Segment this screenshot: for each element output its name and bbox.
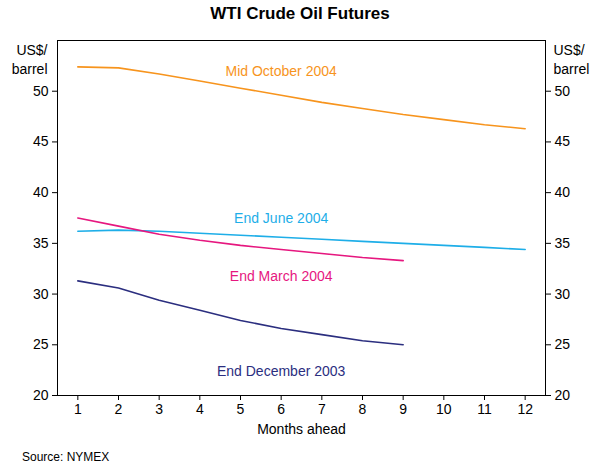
svg-text:45: 45 (33, 133, 49, 149)
svg-text:10: 10 (436, 401, 452, 417)
svg-text:25: 25 (555, 336, 571, 352)
svg-text:Mid October 2004: Mid October 2004 (226, 63, 337, 79)
svg-text:1: 1 (74, 401, 82, 417)
svg-text:12: 12 (517, 401, 533, 417)
svg-text:30: 30 (33, 286, 49, 302)
svg-text:4: 4 (196, 401, 204, 417)
svg-text:5: 5 (237, 401, 245, 417)
svg-text:End March 2004: End March 2004 (230, 268, 333, 284)
svg-text:Months ahead: Months ahead (257, 421, 346, 437)
svg-text:35: 35 (555, 235, 571, 251)
svg-text:40: 40 (555, 184, 571, 200)
svg-text:End December 2003: End December 2003 (217, 363, 346, 379)
svg-text:US$/barrel: US$/barrel (12, 42, 48, 76)
svg-text:8: 8 (359, 401, 367, 417)
svg-text:2: 2 (115, 401, 123, 417)
svg-text:3: 3 (155, 401, 163, 417)
svg-text:20: 20 (33, 387, 49, 403)
svg-text:US$/barrel: US$/barrel (554, 42, 590, 76)
svg-text:End June 2004: End June 2004 (234, 210, 328, 226)
html-text:WTI Crude Oil Futures: WTI Crude Oil Futures (210, 4, 390, 23)
svg-text:6: 6 (277, 401, 285, 417)
svg-text:30: 30 (555, 286, 571, 302)
svg-text:50: 50 (33, 83, 49, 99)
html-text:Source: NYMEX: Source: NYMEX (22, 450, 110, 464)
svg-text:9: 9 (399, 401, 407, 417)
svg-text:45: 45 (555, 133, 571, 149)
svg-text:40: 40 (33, 184, 49, 200)
svg-text:7: 7 (318, 401, 326, 417)
svg-text:35: 35 (33, 235, 49, 251)
svg-text:11: 11 (477, 401, 492, 417)
svg-text:25: 25 (33, 336, 49, 352)
svg-text:20: 20 (555, 387, 571, 403)
svg-text:50: 50 (555, 83, 571, 99)
